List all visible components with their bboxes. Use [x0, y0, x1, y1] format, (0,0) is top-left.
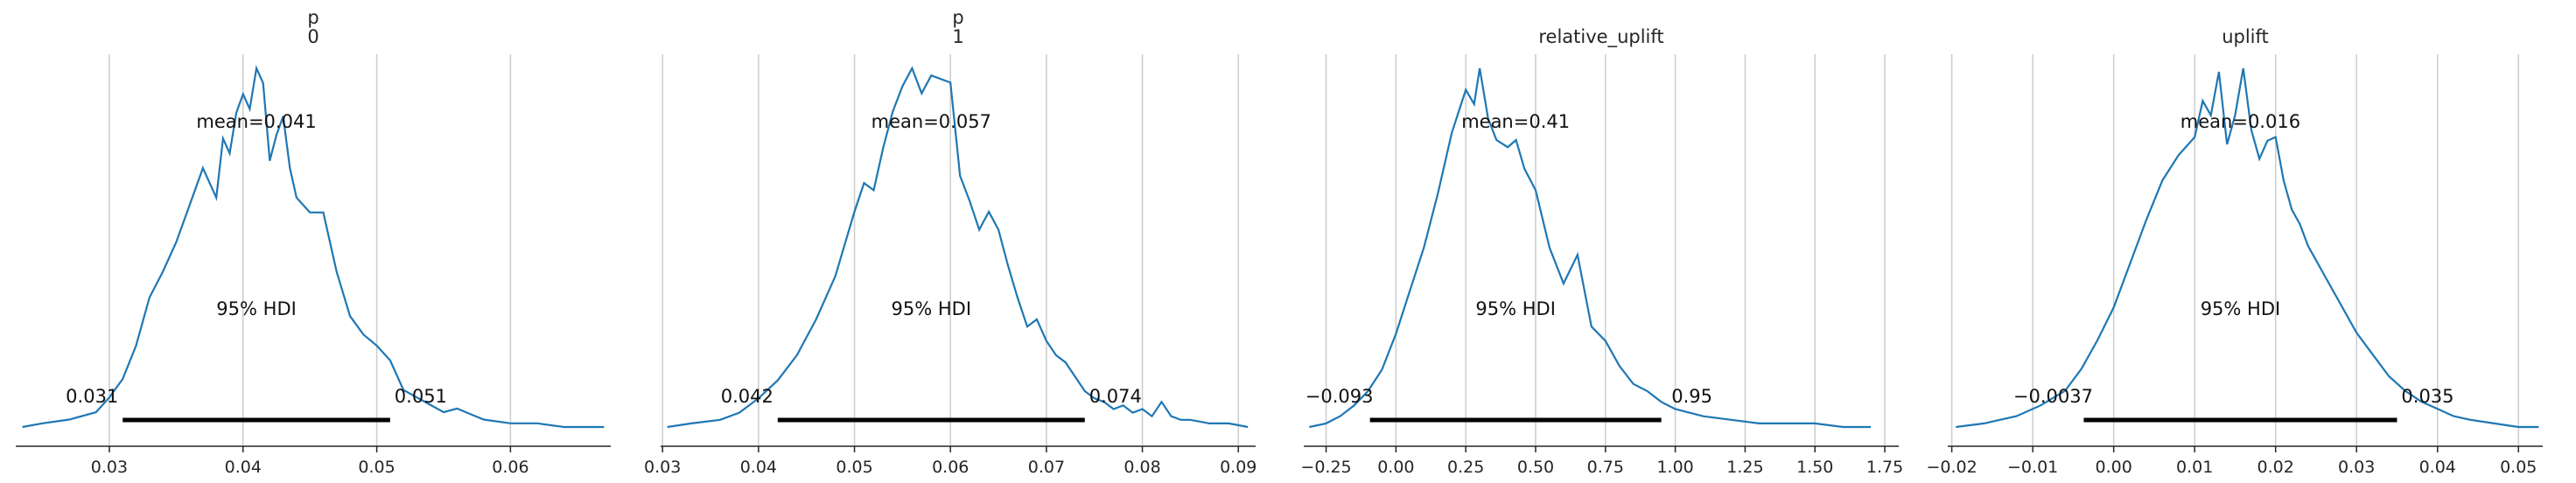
x-tick-label: 0.75 [1587, 458, 1624, 477]
panel-title: uplift [2222, 26, 2269, 47]
mean-label: mean=0.041 [196, 111, 316, 132]
hdi-high-label: 0.051 [395, 386, 447, 407]
panel-2: −0.25 0.00 0.25 0.50 0.75 1.00 1.25 1.50 1.75 rel… [1300, 26, 1903, 477]
x-tick-label: 0.04 [2419, 458, 2456, 477]
hdi-low-label: 0.031 [66, 386, 118, 407]
x-tick-label: 0.00 [2096, 458, 2132, 477]
x-tick-label: 0.06 [932, 458, 969, 477]
x-tick-label: 0.05 [358, 458, 395, 477]
hdi-high-label: 0.074 [1089, 386, 1142, 407]
panel-title: 1 [952, 26, 963, 47]
panel-1: 0.03 0.04 0.05 0.06 0.07 0.08 0.09 p1 0.042 0.074… [644, 7, 1256, 477]
density-curve [1309, 67, 1872, 429]
x-tick-label: −0.02 [1927, 458, 1978, 477]
density-curve [22, 65, 605, 429]
hdi-low-label: −0.093 [1306, 386, 1374, 407]
x-tick-label: 0.04 [225, 458, 262, 477]
density-curve [1956, 67, 2539, 429]
panel-title: p [952, 7, 963, 28]
x-tick-label: 1.25 [1726, 458, 1763, 477]
x-tick-label: 1.00 [1656, 458, 1693, 477]
x-tick-label: 0.25 [1447, 458, 1484, 477]
panel-title: 0 [307, 26, 318, 47]
hdi-caption: 95% HDI [2201, 298, 2281, 319]
x-tick-label: 0.05 [836, 458, 872, 477]
x-tick-label: 0.04 [740, 458, 777, 477]
x-tick-label: 0.00 [1377, 458, 1414, 477]
x-tick-label: 1.50 [1796, 458, 1833, 477]
hdi-caption: 95% HDI [216, 298, 297, 319]
mean-label: mean=0.016 [2180, 111, 2300, 132]
x-tick-label: 0.03 [644, 458, 681, 477]
x-tick-label: 0.02 [2258, 458, 2294, 477]
x-tick-label: 0.06 [492, 458, 528, 477]
x-tick-label: 0.03 [91, 458, 128, 477]
x-tick-label: 0.50 [1517, 458, 1554, 477]
hdi-high-label: 0.95 [1671, 386, 1712, 407]
hdi-low-label: 0.042 [721, 386, 774, 407]
x-tick-label: 0.08 [1124, 458, 1160, 477]
density-curve [667, 66, 1249, 429]
x-tick-label: 0.01 [2176, 458, 2213, 477]
hdi-low-label: −0.0037 [2013, 386, 2093, 407]
panel-0: 0.03 0.04 0.05 0.06 p0 0.031 0.051 95% HDI mean=… [16, 7, 611, 477]
mean-label: mean=0.41 [1461, 111, 1570, 132]
hdi-caption: 95% HDI [892, 298, 972, 319]
x-tick-label: −0.01 [2007, 458, 2058, 477]
panel-title: p [307, 7, 318, 28]
x-tick-label: −0.25 [1300, 458, 1351, 477]
x-tick-label: 0.09 [1220, 458, 1256, 477]
panel-3: −0.02 −0.01 0.00 0.01 0.02 0.03 0.04 0.05 uplift… [1927, 26, 2543, 477]
x-tick-label: 0.07 [1028, 458, 1065, 477]
x-tick-label: 0.05 [2500, 458, 2537, 477]
x-tick-label: 1.75 [1866, 458, 1903, 477]
hdi-high-label: 0.035 [2401, 386, 2454, 407]
panel-title: relative_uplift [1538, 26, 1663, 48]
mean-label: mean=0.057 [872, 111, 991, 132]
hdi-caption: 95% HDI [1475, 298, 1556, 319]
x-tick-label: 0.03 [2338, 458, 2375, 477]
